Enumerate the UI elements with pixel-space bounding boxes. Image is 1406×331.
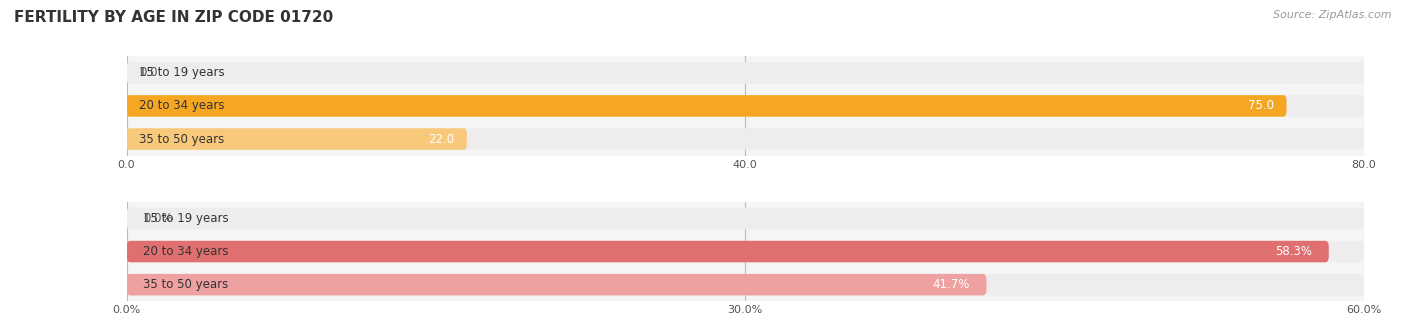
Text: 15 to 19 years: 15 to 19 years — [143, 212, 229, 225]
Text: 75.0: 75.0 — [1249, 99, 1274, 113]
FancyBboxPatch shape — [127, 128, 467, 150]
Text: 22.0: 22.0 — [429, 132, 454, 146]
Text: 15 to 19 years: 15 to 19 years — [139, 66, 225, 79]
Text: Source: ZipAtlas.com: Source: ZipAtlas.com — [1274, 10, 1392, 20]
Text: 58.3%: 58.3% — [1275, 245, 1312, 258]
Text: 0.0: 0.0 — [139, 66, 157, 79]
FancyBboxPatch shape — [127, 274, 1364, 295]
Text: FERTILITY BY AGE IN ZIP CODE 01720: FERTILITY BY AGE IN ZIP CODE 01720 — [14, 10, 333, 25]
FancyBboxPatch shape — [127, 241, 1364, 262]
Text: 41.7%: 41.7% — [932, 278, 970, 291]
Text: 20 to 34 years: 20 to 34 years — [143, 245, 229, 258]
FancyBboxPatch shape — [127, 62, 1364, 83]
FancyBboxPatch shape — [127, 95, 1364, 117]
FancyBboxPatch shape — [127, 95, 1286, 117]
Text: 35 to 50 years: 35 to 50 years — [139, 132, 224, 146]
FancyBboxPatch shape — [127, 208, 1364, 229]
Text: 35 to 50 years: 35 to 50 years — [143, 278, 228, 291]
FancyBboxPatch shape — [127, 274, 987, 295]
FancyBboxPatch shape — [127, 241, 1329, 262]
Text: 0.0%: 0.0% — [143, 212, 173, 225]
Text: 20 to 34 years: 20 to 34 years — [139, 99, 225, 113]
FancyBboxPatch shape — [127, 128, 1364, 150]
